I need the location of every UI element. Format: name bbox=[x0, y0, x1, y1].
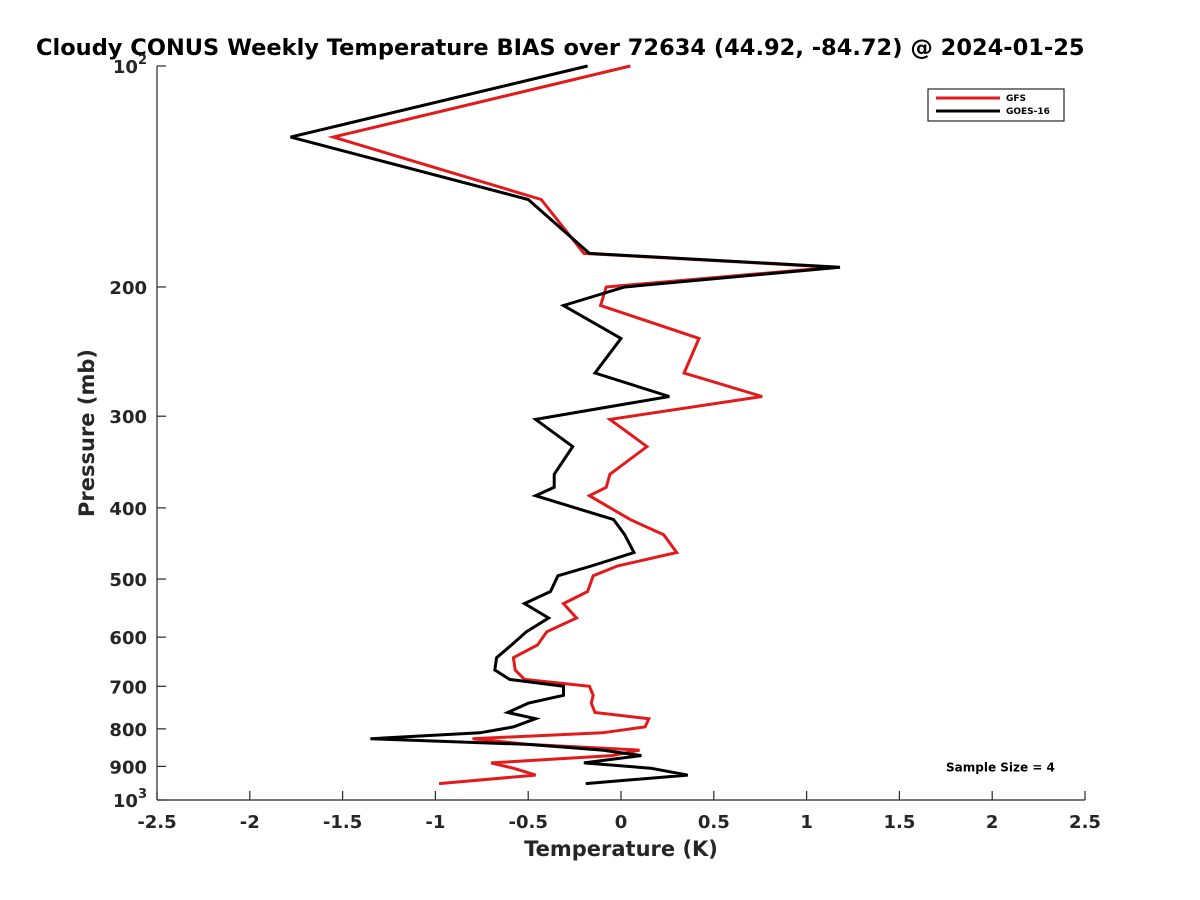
chart-title: Cloudy CONUS Weekly Temperature BIAS ove… bbox=[36, 35, 1085, 61]
x-tick-label: -1.5 bbox=[323, 812, 362, 833]
legend: GFS GOES-16 bbox=[927, 88, 1065, 122]
x-tick-label: -1 bbox=[425, 812, 445, 833]
y-tick-label: 400 bbox=[109, 499, 147, 520]
plot-area bbox=[157, 66, 1085, 800]
x-tick-label: 1.5 bbox=[883, 812, 915, 833]
y-tick-label: 900 bbox=[109, 757, 147, 778]
x-tick-label: 0.5 bbox=[698, 812, 730, 833]
x-axis-ticks: -2.5 -2 -1.5 -1 -0.5 0 0.5 1 1.5 2 2.5 bbox=[137, 791, 1101, 833]
y-tick-label: 103 bbox=[113, 787, 147, 812]
y-tick-label: 102 bbox=[113, 53, 147, 78]
x-tick-label: 2.5 bbox=[1069, 812, 1101, 833]
series-layer bbox=[290, 64, 841, 786]
sample-size-annotation: Sample Size = 4 bbox=[946, 760, 1055, 774]
x-tick-label: -2 bbox=[240, 812, 260, 833]
legend-label-gfs: GFS bbox=[1006, 94, 1026, 104]
x-tick-label: -2.5 bbox=[137, 812, 176, 833]
y-tick-label: 600 bbox=[109, 628, 147, 649]
x-axis-label: Temperature (K) bbox=[524, 837, 718, 861]
x-tick-label: 1 bbox=[800, 812, 813, 833]
y-axis-label: Pressure (mb) bbox=[75, 349, 99, 517]
y-tick-label: 300 bbox=[109, 407, 147, 428]
series-line-gfs bbox=[327, 64, 835, 786]
x-tick-label: 0 bbox=[615, 812, 628, 833]
legend-box bbox=[927, 88, 1065, 122]
y-tick-label: 700 bbox=[109, 677, 147, 698]
series-line-goes-16 bbox=[290, 64, 841, 786]
x-tick-label: 2 bbox=[986, 812, 999, 833]
y-tick-label: 500 bbox=[109, 570, 147, 591]
legend-label-goes-16: GOES-16 bbox=[1006, 107, 1050, 117]
y-tick-label: 200 bbox=[109, 278, 147, 299]
x-tick-label: -0.5 bbox=[509, 812, 548, 833]
y-tick-label: 800 bbox=[109, 720, 147, 741]
y-axis-ticks: 102 200 300 400 500 600 700 800 900 103 bbox=[109, 53, 166, 812]
